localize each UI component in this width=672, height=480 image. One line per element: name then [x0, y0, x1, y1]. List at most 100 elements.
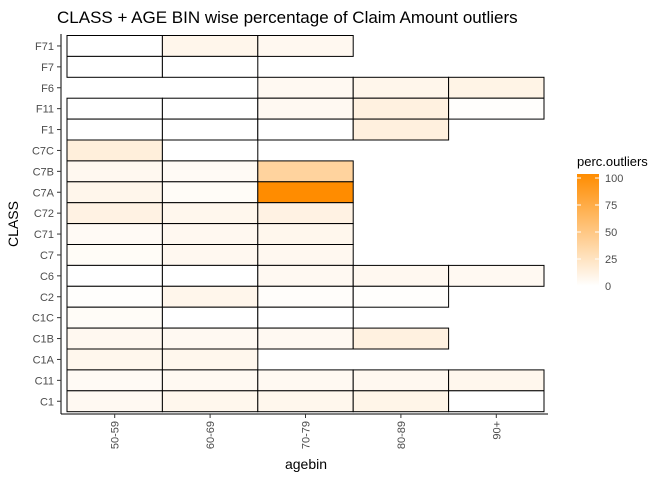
heatmap-cell-C6-80-89 — [352, 264, 450, 287]
y-tick-label: F11 — [36, 104, 54, 116]
heatmap-cell-C1B-70-79 — [257, 327, 354, 350]
chart-title: CLASS + AGE BIN wise percentage of Claim… — [57, 8, 518, 27]
y-axis-title: CLASS — [5, 201, 21, 247]
heatmap-cell-C7-50-59 — [66, 244, 163, 266]
y-tick-label: C6 — [40, 271, 54, 283]
heatmap-cell-C11-80-89 — [352, 369, 450, 392]
heatmap-cell-C7-70-79 — [257, 244, 354, 266]
x-tick-label: 90+ — [491, 421, 503, 440]
x-tick-label: 70-79 — [301, 421, 313, 449]
heatmap-cell-F6-90+ — [448, 76, 545, 99]
y-tick-label: C11 — [35, 375, 54, 387]
heatmap-cell-C7B-70-79 — [257, 160, 354, 183]
heatmap-cell-C2-70-79 — [257, 285, 354, 308]
heatmap-cell-F1-80-89 — [352, 118, 450, 141]
y-tick-label: C7B — [33, 166, 54, 178]
heatmap-cell-F11-60-69 — [161, 97, 259, 120]
heatmap-cell-F1-70-79 — [257, 118, 354, 141]
y-tick-label: F6 — [41, 83, 54, 95]
heatmap-cell-C71-60-69 — [161, 223, 259, 246]
y-tick-label: F71 — [35, 41, 54, 53]
legend-tick-label: 100 — [605, 173, 623, 185]
x-axis-ticks: 50-59 60-69 70-79 80-89 90+ — [110, 414, 503, 449]
heatmap-cell-F1-50-59 — [66, 118, 163, 141]
heatmap-cell-F6-70-79 — [257, 76, 354, 99]
heatmap-cell-C6-60-69 — [161, 264, 259, 287]
heatmap-cell-C71-70-79 — [257, 223, 354, 246]
y-axis-ticks: C1 C11 C1A C1B C1C C2 C6 C7 C71 C72 C7A C7B C7C F1 F11… — [32, 41, 61, 408]
heatmap-cell-C1A-60-69 — [161, 348, 259, 371]
y-tick-label: C2 — [40, 292, 54, 304]
heatmap-cell-F71-50-59 — [66, 35, 163, 57]
heatmap-cell-C2-80-89 — [352, 285, 450, 308]
heatmap-cell-C7C-60-69 — [161, 139, 259, 162]
heatmap-cell-C7C-50-59 — [66, 139, 163, 162]
heatmap-cell-C1-70-79 — [257, 390, 354, 413]
color-legend: perc.outliers 0 25 50 75 100 — [577, 154, 648, 293]
heatmap-cell-C1-50-59 — [66, 390, 163, 413]
heatmap-cell-C71-50-59 — [66, 223, 163, 246]
heatmap-cells — [66, 35, 545, 413]
heatmap-cell-F6-80-89 — [352, 76, 450, 99]
x-tick-label: 50-59 — [110, 421, 122, 449]
heatmap-cell-C1B-50-59 — [66, 327, 163, 350]
y-tick-label: C1A — [33, 354, 55, 366]
y-tick-label: C1C — [32, 313, 54, 325]
legend-tick-label: 75 — [605, 200, 617, 212]
heatmap-cell-C7A-50-59 — [66, 181, 163, 204]
heatmap-cell-C72-70-79 — [257, 202, 354, 225]
heatmap-cell-C1B-80-89 — [352, 327, 450, 350]
heatmap-cell-C2-50-59 — [66, 285, 163, 308]
y-tick-label: F1 — [41, 125, 54, 137]
heatmap-cell-F71-60-69 — [161, 35, 259, 57]
x-tick-label: 80-89 — [396, 421, 408, 449]
legend-tick-label: 50 — [605, 227, 617, 239]
heatmap-cell-C1-90+ — [448, 390, 545, 413]
heatmap-cell-C6-70-79 — [257, 264, 354, 287]
heatmap-cell-C1C-50-59 — [66, 306, 163, 329]
heatmap-cell-C11-50-59 — [66, 369, 163, 392]
heatmap-cell-F7-60-69 — [161, 55, 259, 78]
y-tick-label: F7 — [41, 62, 54, 74]
heatmap-cell-C1C-70-79 — [257, 306, 354, 329]
legend-ticks: 0 25 50 75 100 — [577, 173, 623, 293]
y-tick-label: C71 — [34, 229, 54, 241]
heatmap-cell-F11-70-79 — [257, 97, 354, 120]
heatmap-cell-F11-50-59 — [66, 97, 163, 120]
y-tick-label: C7C — [32, 145, 54, 157]
heatmap-cell-C72-60-69 — [161, 202, 259, 225]
heatmap-cell-C6-90+ — [448, 264, 545, 287]
y-tick-label: C7 — [40, 250, 54, 262]
heatmap-cell-C1-80-89 — [352, 390, 450, 413]
y-tick-label: C7A — [33, 187, 55, 199]
heatmap-cell-C7A-70-79 — [257, 181, 354, 204]
heatmap-cell-C7B-60-69 — [161, 160, 259, 183]
heatmap-cell-F1-60-69 — [161, 118, 259, 141]
heatmap-cell-C1B-60-69 — [161, 327, 259, 350]
heatmap-cell-F11-90+ — [448, 97, 545, 120]
y-tick-label: C72 — [34, 208, 54, 220]
legend-tick-label: 0 — [605, 281, 611, 293]
heatmap-cell-F11-80-89 — [352, 97, 450, 120]
heatmap-cell-C7A-60-69 — [161, 181, 259, 204]
heatmap-cell-C1-60-69 — [161, 390, 259, 413]
heatmap-cell-C7-60-69 — [161, 244, 259, 266]
heatmap-cell-C6-50-59 — [66, 264, 163, 287]
heatmap-cell-C11-70-79 — [257, 369, 354, 392]
heatmap-cell-F7-50-59 — [66, 55, 163, 78]
heatmap-cell-C72-50-59 — [66, 202, 163, 225]
y-tick-label: C1 — [40, 396, 54, 408]
heatmap-cell-C2-60-69 — [161, 285, 259, 308]
heatmap-cell-C1C-60-69 — [161, 306, 259, 329]
heatmap-cell-C1A-50-59 — [66, 348, 163, 371]
legend-title: perc.outliers — [577, 154, 648, 169]
heatmap-cell-C11-60-69 — [161, 369, 259, 392]
heatmap-cell-F71-70-79 — [257, 35, 354, 57]
x-tick-label: 60-69 — [205, 421, 217, 449]
heatmap-cell-C7B-50-59 — [66, 160, 163, 183]
legend-tick-label: 25 — [605, 254, 617, 266]
y-tick-label: C1B — [33, 334, 54, 346]
heatmap-cell-C11-90+ — [448, 369, 545, 392]
legend-colorbar — [577, 174, 599, 286]
